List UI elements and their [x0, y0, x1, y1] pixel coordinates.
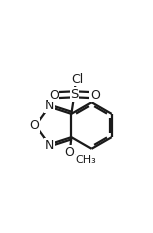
Text: CH₃: CH₃: [75, 155, 96, 165]
Text: O: O: [90, 89, 100, 102]
Text: N: N: [45, 139, 54, 152]
Text: O: O: [29, 119, 39, 132]
Text: O: O: [49, 89, 59, 102]
Text: S: S: [70, 88, 78, 101]
Text: Cl: Cl: [72, 73, 84, 86]
Text: O: O: [64, 146, 74, 159]
Text: N: N: [45, 99, 54, 113]
